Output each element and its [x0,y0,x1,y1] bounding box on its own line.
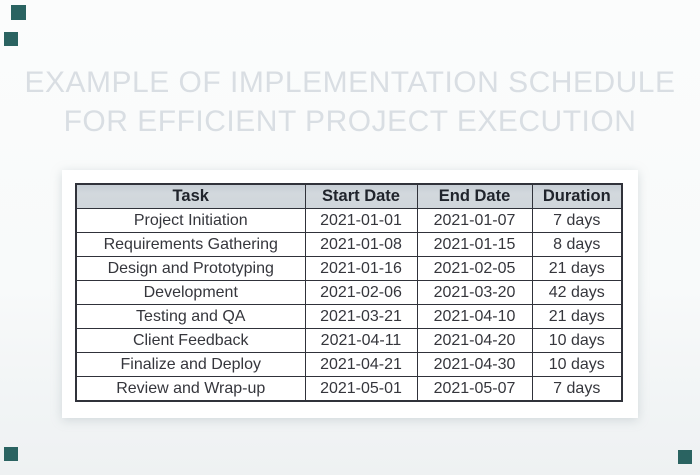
cell-task: Development [75,280,306,305]
cell-end: 2021-05-07 [416,376,533,402]
table-row: Development 2021-02-06 2021-03-20 42 days [75,280,623,305]
column-header-duration: Duration [531,183,623,209]
cell-duration: 7 days [531,376,623,402]
table-row: Requirements Gathering 2021-01-08 2021-01-… [75,232,623,257]
table-row: Client Feedback 2021-04-11 2021-04-20 10 da… [75,328,623,353]
table-row: Testing and QA 2021-03-21 2021-04-10 21 day… [75,304,623,329]
cell-start: 2021-01-16 [304,256,418,281]
table-row: Design and Prototyping 2021-01-16 2021-02-… [75,256,623,281]
cell-duration: 10 days [531,328,623,353]
cell-start: 2021-05-01 [304,376,418,402]
cell-start: 2021-01-01 [304,208,418,233]
cell-task: Project Initiation [75,208,306,233]
schedule-table-header: Task Start Date End Date Duration [75,183,623,209]
cell-task: Finalize and Deploy [75,352,306,377]
page-title-line-1: EXAMPLE OF IMPLEMENTATION SCHEDULE [24,66,676,99]
column-header-task: Task [75,183,306,209]
cell-start: 2021-04-11 [304,328,418,353]
teal-corner-marker-bottom-right [678,450,692,464]
cell-duration: 21 days [531,256,623,281]
cell-task: Review and Wrap-up [75,376,306,402]
page-title: EXAMPLE OF IMPLEMENTATION SCHEDULE FOR E… [0,63,700,141]
schedule-table: Task Start Date End Date Duration Projec… [75,183,623,402]
teal-corner-marker-bottom-left [4,447,18,461]
cell-task: Design and Prototyping [75,256,306,281]
column-header-start: Start Date [304,183,418,209]
table-row: Project Initiation 2021-01-01 2021-01-07 7 … [75,208,623,233]
schedule-table-body: Project Initiation 2021-01-01 2021-01-07 7 … [75,208,623,402]
cell-start: 2021-02-06 [304,280,418,305]
cell-end: 2021-01-15 [416,232,533,257]
cell-duration: 10 days [531,352,623,377]
cell-start: 2021-04-21 [304,352,418,377]
cell-task: Testing and QA [75,304,306,329]
cell-duration: 7 days [531,208,623,233]
cell-task: Requirements Gathering [75,232,306,257]
table-row: Review and Wrap-up 2021-05-01 2021-05-07 7 … [75,376,623,402]
column-header-end: End Date [416,183,533,209]
cell-end: 2021-01-07 [416,208,533,233]
cell-start: 2021-03-21 [304,304,418,329]
cell-start: 2021-01-08 [304,232,418,257]
cell-end: 2021-02-05 [416,256,533,281]
cell-end: 2021-04-10 [416,304,533,329]
cell-end: 2021-03-20 [416,280,533,305]
cell-task: Client Feedback [75,328,306,353]
cell-end: 2021-04-20 [416,328,533,353]
cell-duration: 21 days [531,304,623,329]
teal-corner-marker-top-left-1 [11,5,26,20]
teal-corner-marker-top-left-2 [4,32,18,46]
cell-duration: 42 days [531,280,623,305]
header-row: Task Start Date End Date Duration [75,183,623,209]
cell-duration: 8 days [531,232,623,257]
page-title-line-2: FOR EFFICIENT PROJECT EXECUTION [63,105,637,138]
cell-end: 2021-04-30 [416,352,533,377]
table-row: Finalize and Deploy 2021-04-21 2021-04-30 1… [75,352,623,377]
